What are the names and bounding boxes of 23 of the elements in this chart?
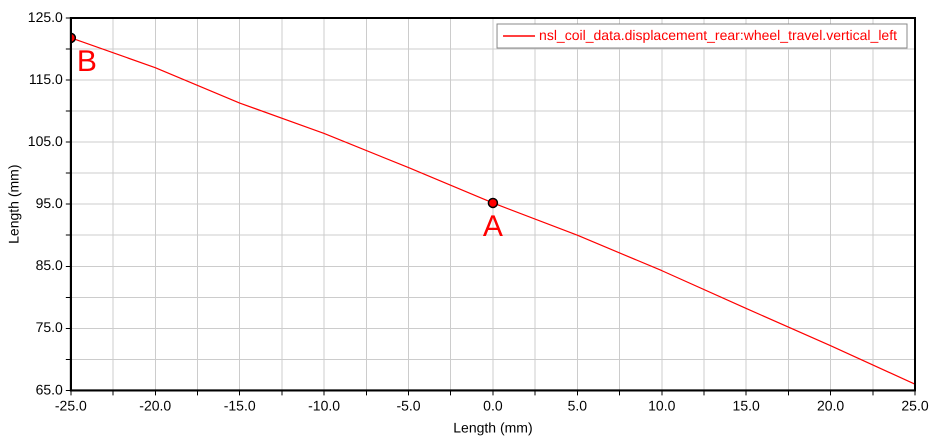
- y-tick-label: 105.0: [28, 132, 64, 149]
- y-axis-title: Length (mm): [5, 164, 22, 244]
- x-tick-label: 15.0: [732, 398, 760, 414]
- x-tick-label: -20.0: [139, 398, 172, 414]
- x-tick-label: -10.0: [308, 398, 340, 414]
- x-tick-label: 5.0: [568, 398, 588, 414]
- x-tick-label: 25.0: [901, 398, 929, 414]
- x-tick-label: 10.0: [648, 398, 676, 414]
- x-axis-title: Length (mm): [453, 419, 533, 436]
- y-tick-label: 125.0: [28, 8, 64, 25]
- x-tick-label: -25.0: [54, 398, 87, 414]
- x-tick-label: -15.0: [224, 398, 256, 414]
- y-tick-label: 65.0: [36, 381, 64, 398]
- x-tick-label: 20.0: [816, 398, 844, 414]
- annotation: A: [482, 210, 503, 244]
- y-tick-label: 75.0: [36, 319, 64, 336]
- y-tick-label: 85.0: [36, 257, 64, 274]
- y-tick-label: 115.0: [28, 70, 64, 87]
- y-tick-label: 95.0: [36, 195, 64, 212]
- x-tick-label: 0.0: [483, 398, 503, 414]
- legend-label: nsl_coil_data.displacement_rear:wheel_travel.vertical_left: [539, 26, 898, 43]
- annotation: B: [76, 45, 97, 78]
- x-tick-label: -5.0: [396, 398, 421, 414]
